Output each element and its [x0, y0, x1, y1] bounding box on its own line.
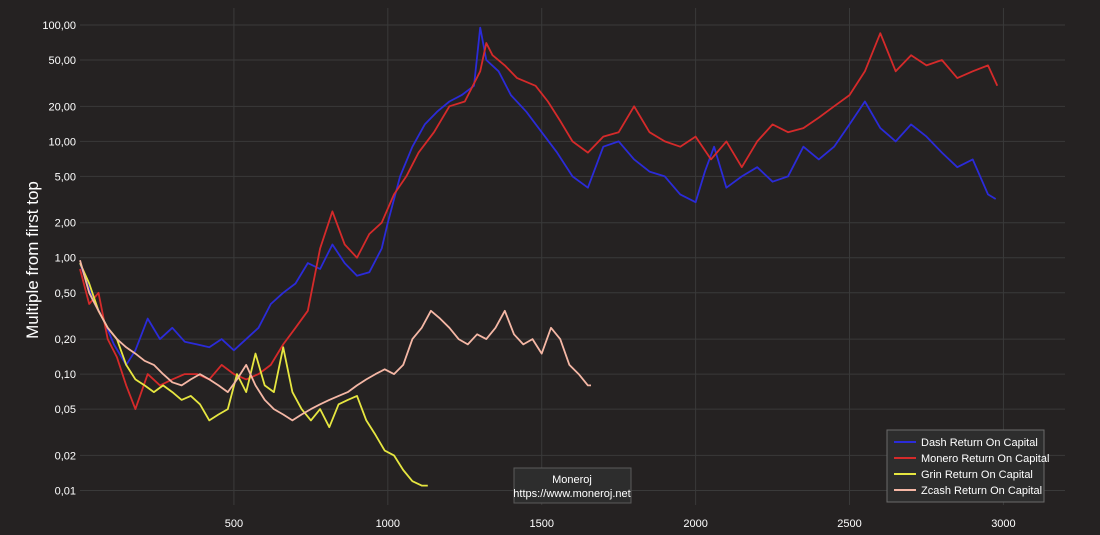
- x-axis-ticks: 500 1000 1500 2000 2500 3000: [225, 518, 1016, 530]
- x-tick-label: 2000: [683, 518, 707, 530]
- series-line-dash: [79, 26, 997, 366]
- legend-label: Monero Return On Capital: [921, 453, 1049, 465]
- y-tick-label: 50,00: [48, 55, 76, 67]
- legend: Dash Return On Capital Monero Return On C…: [886, 429, 1049, 503]
- y-tick-label: 5,00: [55, 171, 76, 183]
- legend-label: Grin Return On Capital: [921, 469, 1033, 481]
- series-lines: [79, 26, 999, 487]
- y-tick-label: 1,00: [55, 253, 76, 265]
- x-tick-label: 500: [225, 518, 243, 530]
- y-tick-label: 0,05: [55, 404, 76, 416]
- y-tick-label: 100,00: [42, 20, 76, 32]
- x-tick-label: 1500: [529, 518, 553, 530]
- y-axis-title: Multiple from first top: [23, 181, 42, 339]
- watermark-url: https://www.moneroj.net: [513, 488, 630, 500]
- y-tick-label: 0,10: [55, 369, 76, 381]
- grid: [80, 8, 1065, 505]
- y-tick-label: 10,00: [48, 136, 76, 148]
- y-tick-label: 0,01: [55, 485, 76, 497]
- watermark-box: Moneroj https://www.moneroj.net: [513, 467, 632, 504]
- x-tick-label: 3000: [991, 518, 1015, 530]
- y-tick-label: 0,02: [55, 450, 76, 462]
- series-line-zcash: [79, 260, 591, 422]
- watermark-title: Moneroj: [552, 474, 592, 486]
- legend-label: Dash Return On Capital: [921, 437, 1038, 449]
- x-tick-label: 1000: [376, 518, 400, 530]
- y-tick-label: 20,00: [48, 101, 76, 113]
- y-tick-label: 2,00: [55, 218, 76, 230]
- y-tick-label: 0,20: [55, 334, 76, 346]
- y-tick-label: 0,50: [55, 288, 76, 300]
- y-axis-ticks: 100,00 50,00 20,00 10,00 5,00 2,00 1,00 0,50 0,2…: [42, 20, 76, 497]
- x-tick-label: 2500: [837, 518, 861, 530]
- series-line-grin: [79, 262, 428, 487]
- legend-label: Zcash Return On Capital: [921, 485, 1042, 497]
